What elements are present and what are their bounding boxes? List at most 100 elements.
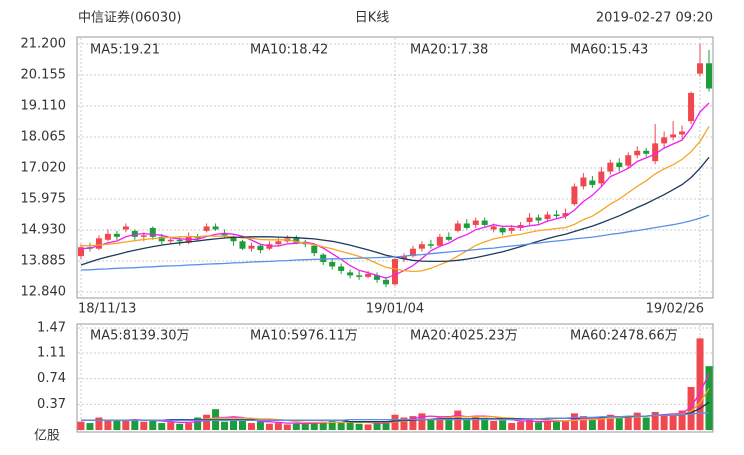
- candle-body: [158, 236, 165, 242]
- y-tick-label: 13.885: [21, 254, 67, 269]
- y-tick-label: 0.37: [37, 397, 66, 412]
- legend-label: MA5:19.21: [90, 43, 160, 58]
- candle-body: [400, 256, 407, 260]
- volume-bar: [167, 422, 175, 430]
- candle-body: [436, 236, 443, 246]
- y-tick-label: 0.74: [37, 371, 66, 386]
- volume-bar: [337, 423, 345, 430]
- candle-body: [365, 273, 372, 277]
- y-tick-label: 1.11: [37, 345, 66, 360]
- volume-bar: [140, 421, 148, 430]
- volume-bar: [391, 414, 399, 430]
- candle-body: [194, 236, 201, 239]
- volume-bar: [355, 423, 363, 430]
- volume-bar: [651, 411, 659, 430]
- volume-bar: [535, 422, 543, 430]
- volume-bar: [526, 419, 534, 430]
- y-tick-label: 14.930: [21, 223, 67, 238]
- volume-bar: [633, 412, 641, 430]
- volume-bar: [570, 413, 578, 430]
- candle-body: [670, 134, 677, 138]
- volume-bar: [185, 423, 193, 430]
- ma-line: [80, 214, 710, 271]
- volume-bar: [310, 422, 318, 430]
- volume-bar: [274, 423, 282, 430]
- candle-body: [562, 213, 569, 217]
- volume-bar: [678, 410, 686, 430]
- volume-bar: [301, 423, 309, 430]
- candle-body: [517, 224, 524, 228]
- volume-bar: [238, 420, 246, 430]
- candle-body: [221, 233, 228, 236]
- y-tick-label: 1.47: [37, 321, 66, 336]
- volume-bar: [283, 424, 291, 430]
- candle-body: [706, 63, 712, 89]
- candle-body: [409, 248, 416, 257]
- candle-body: [472, 220, 479, 225]
- volume-bar: [86, 423, 94, 430]
- volume-bar: [624, 416, 632, 430]
- volume-bar: [490, 420, 498, 430]
- candle-body: [571, 186, 578, 205]
- candle-body: [418, 244, 425, 249]
- volume-bar: [95, 417, 103, 430]
- volume-bar: [328, 420, 336, 430]
- candle-body: [320, 254, 327, 263]
- candle-body: [652, 143, 659, 162]
- volume-bar: [176, 423, 184, 430]
- volume-bar: [113, 419, 121, 430]
- candle-body: [248, 245, 255, 249]
- candle-body: [338, 266, 345, 271]
- candle-body: [499, 227, 506, 233]
- volume-bar: [481, 418, 489, 430]
- volume-bar: [499, 420, 507, 430]
- candle-body: [598, 171, 605, 184]
- y-tick-label: 17.020: [21, 161, 67, 176]
- volume-bar: [373, 423, 381, 430]
- volume-bar: [292, 423, 300, 430]
- y-tick-label: 15.975: [21, 192, 67, 207]
- candle-body: [463, 223, 470, 228]
- volume-bar: [552, 421, 560, 430]
- candle-body: [239, 241, 246, 249]
- candle-body: [203, 226, 210, 231]
- ma-line: [80, 102, 710, 279]
- volume-bar: [230, 419, 238, 430]
- volume-bar: [319, 421, 327, 430]
- volume-bar: [382, 420, 390, 430]
- candle-body: [95, 238, 102, 249]
- volume-bar: [418, 413, 426, 430]
- y-tick-label: 12.840: [21, 285, 67, 300]
- volume-bar: [463, 418, 471, 430]
- chart-kind: 日K线: [355, 11, 390, 26]
- candle-body: [445, 236, 452, 240]
- volume-bar: [400, 417, 408, 430]
- candle-body: [347, 272, 354, 276]
- candle-body: [688, 92, 695, 122]
- candle-body: [383, 279, 390, 285]
- candle-body: [589, 180, 596, 185]
- candle-body: [607, 162, 614, 172]
- legend-label: MA60:2478.66万: [570, 329, 678, 344]
- volume-bar: [696, 338, 704, 430]
- candle-body: [113, 233, 120, 237]
- timestamp: 2019-02-27 09:20: [596, 11, 713, 26]
- candle-body: [679, 131, 686, 135]
- volume-bar: [472, 416, 480, 430]
- candle-body: [167, 239, 174, 242]
- candle-body: [697, 63, 704, 74]
- candle-body: [634, 150, 641, 156]
- candle-body: [329, 262, 336, 267]
- candle-body: [427, 244, 434, 246]
- candle-body: [176, 239, 183, 242]
- candle-body: [104, 233, 111, 240]
- candle-body: [553, 214, 560, 217]
- volume-bar: [454, 410, 462, 430]
- candle-body: [481, 220, 488, 225]
- legend-label: MA10:18.42: [250, 43, 328, 58]
- volume-bar: [606, 414, 614, 430]
- volume-bar: [203, 414, 211, 430]
- candle-body: [257, 245, 264, 251]
- candle-body: [661, 137, 668, 144]
